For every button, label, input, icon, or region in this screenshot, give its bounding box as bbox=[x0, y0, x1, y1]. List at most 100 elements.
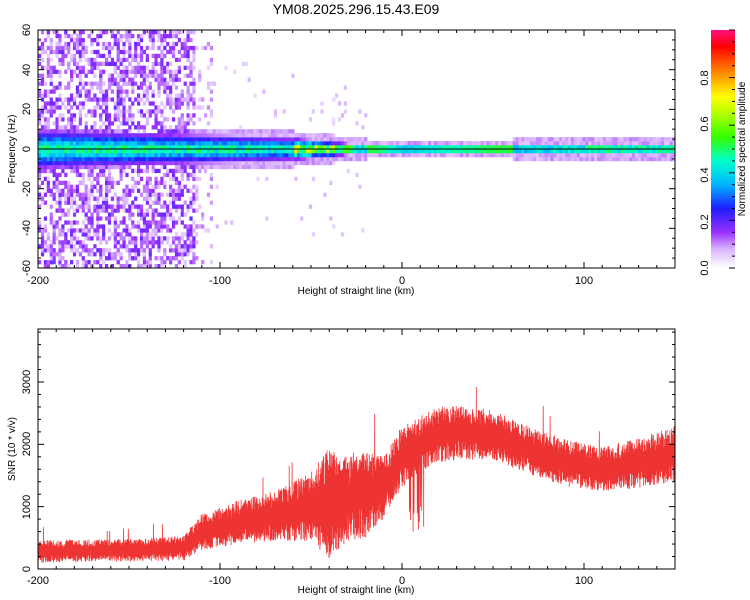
spectrogram-cell bbox=[75, 149, 80, 154]
spectrogram-cell bbox=[46, 45, 50, 51]
spectrogram-cell bbox=[166, 65, 170, 70]
spectrogram-cell bbox=[157, 200, 161, 205]
spectrogram-cell bbox=[75, 105, 80, 110]
spectrogram-cell bbox=[110, 57, 115, 63]
spectrogram-cell bbox=[492, 141, 496, 146]
spectrogram-cell bbox=[151, 164, 155, 170]
snr-frame bbox=[37, 328, 676, 570]
spectrogram-cell bbox=[52, 160, 56, 166]
spectrogram-cell bbox=[139, 248, 144, 253]
spectrogram-cell bbox=[137, 69, 141, 74]
spectrogram-cell bbox=[113, 220, 117, 225]
spectrogram-cell bbox=[104, 149, 109, 154]
spectrogram-cell bbox=[174, 30, 179, 35]
spectrogram-cell bbox=[209, 216, 214, 221]
spectrogram-cell bbox=[195, 224, 199, 229]
spectrogram-cell bbox=[434, 149, 438, 154]
spectrogram-cell bbox=[81, 164, 85, 170]
spectrogram-cell bbox=[399, 145, 403, 150]
spectrogram-cell bbox=[145, 53, 149, 59]
spectrogram-cell bbox=[218, 137, 222, 142]
spectrogram-cell bbox=[466, 152, 470, 158]
spectrogram-cell bbox=[142, 137, 147, 142]
spectrogram-cell bbox=[358, 149, 362, 154]
spectrogram-cell bbox=[61, 212, 65, 217]
spectrogram-cell bbox=[183, 137, 187, 142]
spectrogram-cell bbox=[358, 145, 362, 150]
spectrogram-cell bbox=[58, 260, 62, 265]
spectrogram-cell bbox=[177, 204, 181, 209]
spectrogram-cell bbox=[139, 149, 144, 154]
spectrogram-cell bbox=[70, 37, 74, 43]
spectrogram-cell bbox=[148, 192, 152, 197]
spectrogram-cell bbox=[535, 137, 540, 142]
spectrogram-cell bbox=[46, 145, 50, 150]
spectrogram-cell bbox=[131, 89, 135, 94]
spectrogram-cell bbox=[90, 41, 94, 47]
spectrogram-cell bbox=[46, 236, 50, 241]
spectrogram-cell bbox=[87, 192, 91, 197]
top-x-ticks bbox=[37, 30, 676, 268]
spectrogram-cell bbox=[61, 101, 65, 106]
spectrogram-cell bbox=[407, 141, 412, 146]
spectrogram-cell bbox=[171, 101, 176, 106]
spectrogram-cell bbox=[201, 224, 205, 229]
spectrogram-cell bbox=[189, 244, 193, 249]
spectrogram-cell bbox=[102, 228, 106, 233]
spectrogram-cell bbox=[139, 232, 144, 237]
spectrogram-cell bbox=[78, 141, 82, 146]
spectrogram-cell bbox=[55, 208, 59, 213]
spectrogram-cell bbox=[183, 252, 187, 257]
spectrogram-cell bbox=[174, 156, 179, 162]
spectrogram-cell bbox=[154, 121, 158, 126]
spectrogram-cell bbox=[107, 180, 112, 185]
spectrogram-cell bbox=[285, 160, 289, 166]
spectrogram-cell bbox=[361, 137, 365, 142]
spectrogram-cell bbox=[67, 109, 71, 114]
spectrogram-cell bbox=[113, 65, 117, 70]
spectrogram-cell bbox=[72, 232, 77, 237]
spectrogram-cell bbox=[81, 208, 85, 213]
spectrogram-cell bbox=[203, 152, 208, 158]
spectrogram-cell bbox=[544, 149, 548, 154]
spectrogram-cell bbox=[305, 149, 310, 154]
spectrogram-cell bbox=[157, 77, 161, 82]
spectrogram-cell bbox=[90, 49, 94, 55]
spectrogram-cell bbox=[521, 149, 525, 154]
spectrogram-cell bbox=[259, 156, 263, 162]
spectrogram-cell bbox=[171, 81, 176, 86]
spectrogram-cell bbox=[81, 176, 85, 182]
spectrogram-cell bbox=[640, 141, 644, 146]
spectrogram-cell bbox=[116, 160, 120, 166]
spectrogram-cell bbox=[87, 200, 91, 205]
spectrogram-cell bbox=[75, 141, 80, 146]
spectrogram-cell bbox=[332, 152, 336, 158]
spectrogram-cell bbox=[151, 93, 155, 98]
spectrogram-cell bbox=[658, 141, 662, 146]
spectrogram-cell bbox=[102, 252, 106, 257]
spectrogram-cell bbox=[177, 77, 181, 82]
spectrogram-cell bbox=[594, 145, 598, 150]
spectrogram-cell bbox=[110, 133, 115, 138]
spectrogram-cell bbox=[180, 156, 184, 162]
spectrogram-cell bbox=[72, 236, 77, 241]
spectrogram-cell bbox=[113, 244, 117, 249]
spectrogram-cell bbox=[142, 264, 147, 268]
spectrogram-cell bbox=[477, 145, 481, 150]
spectrogram-cell bbox=[84, 45, 88, 51]
spectrogram-cell bbox=[38, 45, 42, 51]
spectrogram-cell bbox=[617, 152, 621, 158]
spectrogram-cell bbox=[145, 109, 149, 114]
spectrogram-cell bbox=[349, 152, 353, 158]
spectrogram-cell bbox=[533, 156, 537, 162]
spectrogram-cell bbox=[131, 117, 135, 122]
spectrogram-cell bbox=[404, 149, 409, 154]
spectrogram-cell bbox=[67, 117, 71, 122]
spectrogram-cell bbox=[75, 260, 80, 265]
spectrogram-cell bbox=[145, 73, 149, 78]
spectrogram-cell bbox=[113, 129, 117, 134]
spectrogram-cell bbox=[139, 168, 144, 174]
spectrogram-cell bbox=[451, 152, 455, 158]
spectrogram-cell bbox=[139, 160, 144, 166]
bottom-y-tick-label-1: 1000 bbox=[21, 495, 33, 519]
